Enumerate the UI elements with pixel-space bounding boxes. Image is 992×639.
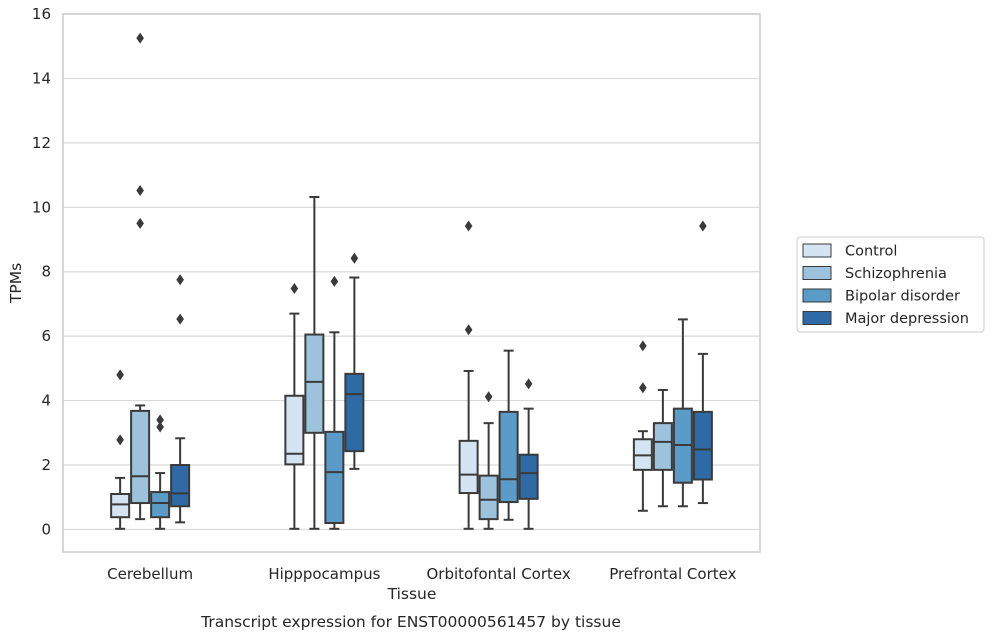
outlier-point xyxy=(176,313,184,325)
box-iqr xyxy=(324,430,345,525)
legend-label: Schizophrenia xyxy=(845,266,947,282)
outlier-point xyxy=(136,185,144,197)
legend-swatch xyxy=(802,311,832,325)
box-1-2 xyxy=(324,275,345,530)
x-axis-label: Tissue xyxy=(387,585,437,603)
box-iqr xyxy=(304,333,325,434)
y-tick-label: 8 xyxy=(41,263,51,281)
legend-item: Schizophrenia xyxy=(802,266,947,282)
y-tick-label: 14 xyxy=(32,69,51,87)
box-iqr xyxy=(150,491,171,519)
legend: Control Schizophrenia Bipolar disorder Majo… xyxy=(796,236,985,333)
legend-item: Control xyxy=(802,243,897,260)
box-iqr xyxy=(652,422,673,471)
y-axis-label: TPMs xyxy=(7,263,25,304)
outlier-point xyxy=(176,274,184,286)
chart-caption: Transcript expression for ENST0000056145… xyxy=(200,613,621,631)
box-1-0 xyxy=(284,282,305,530)
legend-swatch xyxy=(802,243,832,258)
box-series xyxy=(110,32,713,530)
y-tick-labels: 0 2 4 6 8 10 12 14 16 xyxy=(32,5,51,538)
y-tick-label: 16 xyxy=(32,5,51,23)
box-0-3 xyxy=(170,274,191,524)
box-iqr xyxy=(110,493,131,519)
box-3-2 xyxy=(672,318,693,508)
box-iqr xyxy=(130,409,151,505)
legend-frame xyxy=(796,236,985,333)
box-1-3 xyxy=(344,252,365,470)
box-0-2 xyxy=(150,414,171,530)
x-tick-label: Hipppocampus xyxy=(268,565,380,583)
legend-label: Control xyxy=(845,244,897,260)
legend-item: Bipolar disorder xyxy=(802,288,960,305)
outlier-point xyxy=(484,391,493,403)
outlier-point xyxy=(136,32,144,44)
box-iqr xyxy=(518,453,539,500)
outlier-point xyxy=(330,275,339,287)
y-tick-label: 4 xyxy=(41,392,51,410)
legend-swatch xyxy=(802,266,832,280)
y-tick-label: 2 xyxy=(41,456,51,474)
outlier-point xyxy=(116,369,124,381)
x-tick-labels: Cerebellum Hipppocampus Orbitofontal Corte… xyxy=(107,565,736,583)
legend-swatch xyxy=(802,288,832,303)
box-0-0 xyxy=(110,369,131,530)
outlier-point xyxy=(524,378,533,390)
outlier-point xyxy=(290,282,299,294)
box-2-3 xyxy=(518,378,539,530)
box-2-1 xyxy=(478,391,499,530)
y-tick-label: 0 xyxy=(41,520,51,538)
x-tick-label: Cerebellum xyxy=(107,565,193,583)
plot-frame xyxy=(62,13,761,553)
box-iqr xyxy=(170,464,191,508)
y-tick-label: 6 xyxy=(41,327,51,345)
y-tick-label: 10 xyxy=(32,198,51,216)
outlier-point xyxy=(639,340,647,352)
y-tick-label: 12 xyxy=(32,134,51,152)
outlier-point xyxy=(156,414,164,426)
box-3-0 xyxy=(632,340,653,512)
outlier-point xyxy=(156,421,164,433)
outlier-point xyxy=(464,324,473,336)
box-iqr xyxy=(498,410,519,504)
outlier-point xyxy=(116,434,124,446)
box-iqr xyxy=(458,439,479,495)
box-2-2 xyxy=(498,349,519,521)
legend-label: Bipolar disorder xyxy=(845,289,960,305)
legend-item: Major depression xyxy=(802,311,969,327)
outlier-point xyxy=(639,382,647,394)
box-1-1 xyxy=(304,195,325,530)
box-3-3 xyxy=(692,220,713,505)
box-3-1 xyxy=(652,388,673,508)
box-iqr xyxy=(478,474,499,521)
box-iqr xyxy=(692,410,713,481)
outlier-point xyxy=(699,220,707,232)
box-2-0 xyxy=(458,220,479,530)
box-0-1 xyxy=(130,32,151,521)
box-iqr xyxy=(344,372,365,453)
box-iqr xyxy=(284,394,305,466)
x-tick-label: Orbitofontal Cortex xyxy=(427,565,571,583)
outlier-point xyxy=(136,217,144,229)
outlier-point xyxy=(350,252,359,264)
legend-label: Major depression xyxy=(845,311,969,327)
outlier-point xyxy=(464,220,473,232)
legend-items: Control Schizophrenia Bipolar disorder Majo… xyxy=(802,243,969,327)
x-tick-label: Prefrontal Cortex xyxy=(609,565,736,583)
